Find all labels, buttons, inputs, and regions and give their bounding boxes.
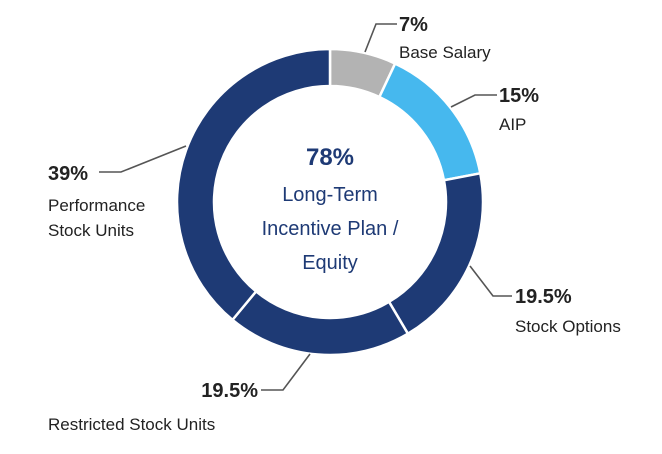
center-line-1: Long-Term xyxy=(282,184,378,206)
slice-label-base-salary: Base Salary xyxy=(399,43,491,62)
slice-label-psu-line-2: Stock Units xyxy=(48,221,134,240)
slice-aip xyxy=(377,61,482,182)
slice-label-stock-options: Stock Options xyxy=(515,317,621,336)
slice-value-psu: 39% xyxy=(48,163,88,185)
slice-value-base-salary: 7% xyxy=(399,14,428,36)
slice-value-stock-options: 19.5% xyxy=(515,286,572,308)
slice-value-rsu: 19.5% xyxy=(201,380,258,402)
center-value: 78% xyxy=(306,144,354,171)
center-line-2: Incentive Plan / xyxy=(262,218,399,240)
donut-slices xyxy=(175,47,485,357)
leader-line-aip xyxy=(450,94,497,108)
leader-line-stock-options xyxy=(469,265,512,297)
slice-restricted-stock-units xyxy=(230,289,410,357)
center-line-3: Equity xyxy=(302,252,358,274)
slice-stock-options xyxy=(387,171,485,336)
leader-line-base-salary xyxy=(364,23,397,53)
slice-value-aip: 15% xyxy=(499,85,539,107)
slice-label-psu-line-1: Performance xyxy=(48,196,145,215)
slice-label-aip: AIP xyxy=(499,115,526,134)
slice-performance-stock-units xyxy=(175,47,332,322)
leader-line-rsu xyxy=(261,353,311,391)
slice-label-rsu: Restricted Stock Units xyxy=(48,415,215,434)
leader-line-psu xyxy=(99,145,187,173)
